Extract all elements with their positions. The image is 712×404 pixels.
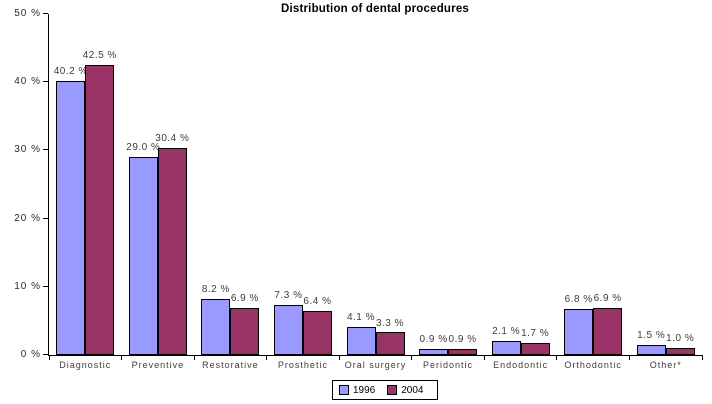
category-label: Other* xyxy=(649,360,682,370)
bar-2004-other xyxy=(665,348,695,355)
data-label-2004-oral-surgery: 3.3 % xyxy=(375,317,405,329)
data-label-2004-peridontic: 0.9 % xyxy=(448,333,477,345)
legend-item-2004: 2004 xyxy=(387,384,424,396)
y-axis-tick xyxy=(43,354,48,355)
x-axis-tick xyxy=(483,355,485,360)
y-axis-tick xyxy=(43,13,48,14)
bar-2004-prosthetic xyxy=(302,311,332,355)
y-axis-tick xyxy=(43,149,48,151)
data-label-2004-preventive: 30.4 % xyxy=(155,132,190,144)
x-axis-tick xyxy=(556,355,558,360)
data-label-1996-diagnostic: 40.2 % xyxy=(53,65,88,77)
y-axis-tick-label: 20 % xyxy=(14,212,41,224)
bar-1996-prosthetic xyxy=(273,305,303,355)
bar-2004-endodontic xyxy=(520,343,550,355)
data-label-1996-peridontic: 0.9 % xyxy=(419,333,448,345)
data-label-2004-other: 1.0 % xyxy=(666,333,695,345)
data-label-1996-other: 1.5 % xyxy=(637,329,666,341)
category-label: Restorative xyxy=(202,360,259,370)
x-axis-tick xyxy=(266,355,268,360)
bar-1996-endodontic xyxy=(491,340,521,355)
category-label: Prosthetic xyxy=(277,360,328,370)
bar-1996-preventive xyxy=(128,157,158,355)
x-axis-tick xyxy=(701,355,703,360)
bar-1996-peridontic xyxy=(419,348,449,355)
bar-2004-diagnostic xyxy=(85,65,115,355)
data-label-1996-preventive: 29.0 % xyxy=(126,142,161,154)
category-label: Diagnostic xyxy=(59,360,112,370)
x-axis-tick xyxy=(48,355,50,360)
legend: 1996 2004 xyxy=(332,380,438,400)
x-axis-tick xyxy=(411,355,413,360)
x-axis-tick xyxy=(193,355,195,360)
chart-title: Distribution of dental procedures xyxy=(280,3,470,15)
bar-1996-other xyxy=(636,344,666,355)
bar-2004-orthodontic xyxy=(593,307,623,355)
category-label: Endodontic xyxy=(493,360,549,370)
category-label: Preventive xyxy=(131,360,185,370)
y-axis-tick-label: 10 % xyxy=(14,280,41,292)
legend-label-2004: 2004 xyxy=(401,384,424,396)
y-axis-tick-label: 50 % xyxy=(14,8,41,19)
bar-1996-orthodontic xyxy=(564,308,594,355)
data-label-2004-orthodontic: 6.9 % xyxy=(593,292,622,304)
bar-2004-oral-surgery xyxy=(375,332,405,355)
bar-1996-diagnostic xyxy=(56,80,86,355)
category-label: Peridontic xyxy=(423,360,474,370)
y-axis-tick-label: 40 % xyxy=(14,76,41,88)
data-label-1996-orthodontic: 6.8 % xyxy=(564,293,593,305)
data-label-2004-restorative: 6.9 % xyxy=(230,292,259,304)
x-axis-tick xyxy=(338,355,340,360)
legend-label-1996: 1996 xyxy=(353,384,376,396)
data-label-1996-prosthetic: 7.3 % xyxy=(274,290,303,302)
category-label: Oral surgery xyxy=(344,360,407,370)
x-axis-tick xyxy=(628,355,630,360)
data-label-1996-restorative: 8.2 % xyxy=(201,284,230,296)
data-label-2004-endodontic: 1.7 % xyxy=(521,328,550,340)
bar-1996-oral-surgery xyxy=(346,327,376,355)
x-axis-tick xyxy=(121,355,123,360)
data-label-1996-oral-surgery: 4.1 % xyxy=(346,312,376,324)
category-label: Orthodontic xyxy=(564,360,622,370)
data-label-2004-diagnostic: 42.5 % xyxy=(82,50,117,62)
y-axis-tick-label: 30 % xyxy=(14,144,41,156)
bar-2004-restorative xyxy=(230,307,260,355)
plot-area: 0 % 10 % 20 % 30 % 40 % 50 % Diagnostic 40.2 % 4… xyxy=(14,8,703,370)
y-axis-tick-label: 0 % xyxy=(20,349,41,360)
bar-2004-preventive xyxy=(157,147,187,355)
bar-1996-restorative xyxy=(201,299,231,355)
legend-swatch-2004 xyxy=(387,385,398,395)
y-axis-tick xyxy=(43,217,48,219)
y-axis-tick xyxy=(43,81,48,83)
data-label-1996-endodontic: 2.1 % xyxy=(492,325,521,337)
bar-2004-peridontic xyxy=(448,348,478,355)
legend-swatch-1996 xyxy=(339,385,349,395)
legend-item-1996: 1996 xyxy=(339,385,375,396)
y-axis-tick xyxy=(43,285,48,287)
data-label-2004-prosthetic: 6.4 % xyxy=(303,296,332,308)
